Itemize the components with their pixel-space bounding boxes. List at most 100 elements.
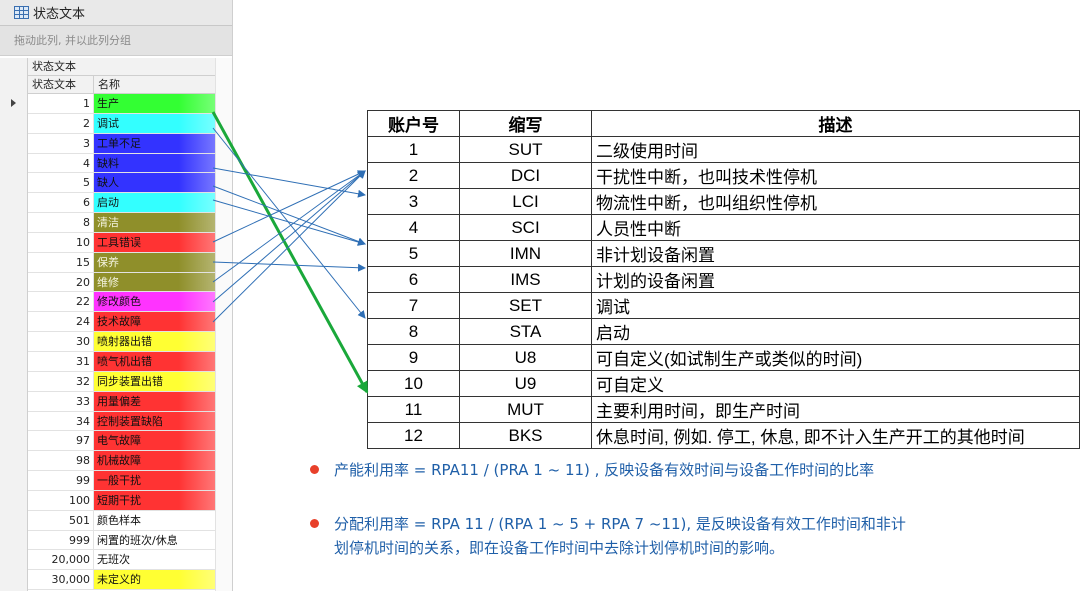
grid-table-icon <box>14 6 29 19</box>
status-name-cell[interactable]: 调试 <box>94 113 215 133</box>
status-name-cell[interactable]: 喷气机出错 <box>94 351 215 371</box>
abbreviation-cell: DCI <box>459 162 592 189</box>
table-row[interactable]: 99 一般干扰 <box>28 471 215 491</box>
status-name-cell[interactable]: 清洁 <box>94 213 215 232</box>
status-code-cell[interactable]: 1 <box>28 94 94 113</box>
account-number-cell: 10 <box>367 370 460 397</box>
status-name-cell[interactable]: 未定义的 <box>94 570 215 590</box>
table-row[interactable]: 999 闲置的班次/休息 <box>28 530 215 551</box>
table-row[interactable]: 98 机械故障 <box>28 451 215 472</box>
arrow-maintenance-to-ims <box>212 261 366 272</box>
status-code-cell[interactable]: 100 <box>28 490 94 510</box>
status-code-cell[interactable]: 20 <box>28 272 94 292</box>
table-row[interactable]: 32 同步装置出错 <box>28 371 215 392</box>
status-code-cell[interactable]: 22 <box>28 292 94 312</box>
status-code-cell[interactable]: 30,000 <box>28 570 94 590</box>
status-name-cell[interactable]: 控制装置缺陷 <box>94 411 215 431</box>
current-row-pointer-icon <box>11 99 16 107</box>
status-code-cell[interactable]: 24 <box>28 312 94 332</box>
abbreviation-cell: STA <box>459 318 592 345</box>
table-row[interactable]: 15 保养 <box>28 252 215 273</box>
table-row[interactable]: 30,000 未定义的 <box>28 570 215 591</box>
abbreviation-cell: IMS <box>459 266 592 293</box>
status-code-cell[interactable]: 501 <box>28 510 94 530</box>
status-code-cell[interactable]: 10 <box>28 232 94 252</box>
table-row[interactable]: 34 控制装置缺陷 <box>28 411 215 432</box>
account-number-cell: 9 <box>367 344 460 371</box>
description-cell: 二级使用时间 <box>591 136 1080 163</box>
table-row[interactable]: 4 缺料 <box>28 153 215 174</box>
column-headers: 状态文本 名称 <box>28 76 215 94</box>
status-name-cell[interactable]: 保养 <box>94 252 215 272</box>
table-row[interactable]: 1 生产 <box>28 94 215 114</box>
table-row[interactable]: 8 清洁 <box>28 213 215 233</box>
table-row[interactable]: 3 工单不足 <box>28 133 215 154</box>
table-row[interactable]: 22 修改颜色 <box>28 292 215 313</box>
account-number-cell: 3 <box>367 188 460 215</box>
status-code-cell[interactable]: 31 <box>28 351 94 371</box>
status-code-cell[interactable]: 32 <box>28 371 94 391</box>
status-code-cell[interactable]: 2 <box>28 113 94 133</box>
table-row[interactable]: 31 喷气机出错 <box>28 351 215 372</box>
status-code-cell[interactable]: 98 <box>28 451 94 471</box>
status-code-cell[interactable]: 33 <box>28 391 94 411</box>
status-name-cell[interactable]: 生产 <box>94 94 215 113</box>
status-code-cell[interactable]: 97 <box>28 431 94 451</box>
column-header-name[interactable]: 名称 <box>98 78 120 91</box>
table-row[interactable]: 33 用量偏差 <box>28 391 215 412</box>
table-row[interactable]: 2 调试 <box>28 113 215 134</box>
status-code-cell[interactable]: 999 <box>28 530 94 550</box>
table-row: 3 LCI 物流性中断，也叫组织性停机 <box>367 188 1080 215</box>
status-name-cell[interactable]: 喷射器出错 <box>94 332 215 351</box>
status-name-cell[interactable]: 启动 <box>94 193 215 213</box>
header-abbreviation: 缩写 <box>459 110 592 137</box>
table-row[interactable]: 24 技术故障 <box>28 312 215 333</box>
status-code-cell[interactable]: 34 <box>28 411 94 431</box>
status-code-cell[interactable]: 15 <box>28 252 94 272</box>
status-code-cell[interactable]: 4 <box>28 153 94 173</box>
status-code-cell[interactable]: 6 <box>28 193 94 213</box>
status-name-cell[interactable]: 短期干扰 <box>94 490 215 510</box>
status-name-cell[interactable]: 无班次 <box>97 553 130 567</box>
grid-right-strip <box>215 58 232 591</box>
status-code-cell[interactable]: 20,000 <box>28 550 94 570</box>
status-name-cell[interactable]: 闲置的班次/休息 <box>97 533 178 547</box>
status-name-cell[interactable]: 技术故障 <box>94 312 215 332</box>
status-code-cell[interactable]: 30 <box>28 332 94 351</box>
status-name-cell[interactable]: 工具错误 <box>94 232 215 252</box>
table-row[interactable]: 30 喷射器出错 <box>28 332 215 352</box>
status-name-cell[interactable]: 一般干扰 <box>94 471 215 490</box>
status-name-cell[interactable]: 缺料 <box>94 153 215 173</box>
status-name-cell[interactable]: 用量偏差 <box>94 391 215 411</box>
arrow-color-change-to-sta <box>212 170 366 303</box>
table-row[interactable]: 97 电气故障 <box>28 431 215 452</box>
table-row[interactable]: 100 短期干扰 <box>28 490 215 511</box>
table-row[interactable]: 20,000 无班次 <box>28 550 215 571</box>
status-code-cell[interactable]: 3 <box>28 133 94 153</box>
band-header[interactable]: 状态文本 <box>28 58 215 76</box>
table-row[interactable]: 501 颜色样本 <box>28 510 215 531</box>
status-name-cell[interactable]: 电气故障 <box>94 431 215 451</box>
status-code-cell[interactable]: 5 <box>28 173 94 193</box>
status-name-cell[interactable]: 同步装置出错 <box>94 371 215 391</box>
table-row[interactable]: 5 缺人 <box>28 173 215 194</box>
row-indicator-column <box>0 58 28 591</box>
description-cell: 计划的设备闲置 <box>591 266 1080 293</box>
status-name-cell[interactable]: 缺人 <box>94 173 215 193</box>
table-row[interactable]: 20 维修 <box>28 272 215 293</box>
table-row[interactable]: 6 启动 <box>28 193 215 214</box>
status-name-cell[interactable]: 工单不足 <box>94 133 215 153</box>
column-header-status-text[interactable]: 状态文本 <box>28 76 94 93</box>
account-number-cell: 4 <box>367 214 460 241</box>
account-number-cell: 1 <box>367 136 460 163</box>
group-by-drop-area[interactable]: 拖动此列, 并以此列分组 <box>0 26 232 56</box>
note-text: 产能利用率 = RPA11 / (PRA 1 ~ 11) , 反映设备有效时间与… <box>334 461 875 479</box>
status-code-cell[interactable]: 99 <box>28 471 94 490</box>
status-name-cell[interactable]: 维修 <box>94 272 215 292</box>
status-code-cell[interactable]: 8 <box>28 213 94 232</box>
status-name-cell[interactable]: 修改颜色 <box>94 292 215 312</box>
table-row[interactable]: 10 工具错误 <box>28 232 215 253</box>
status-name-cell[interactable]: 颜色样本 <box>97 513 141 527</box>
abbreviation-cell: U9 <box>459 370 592 397</box>
status-name-cell[interactable]: 机械故障 <box>94 451 215 471</box>
